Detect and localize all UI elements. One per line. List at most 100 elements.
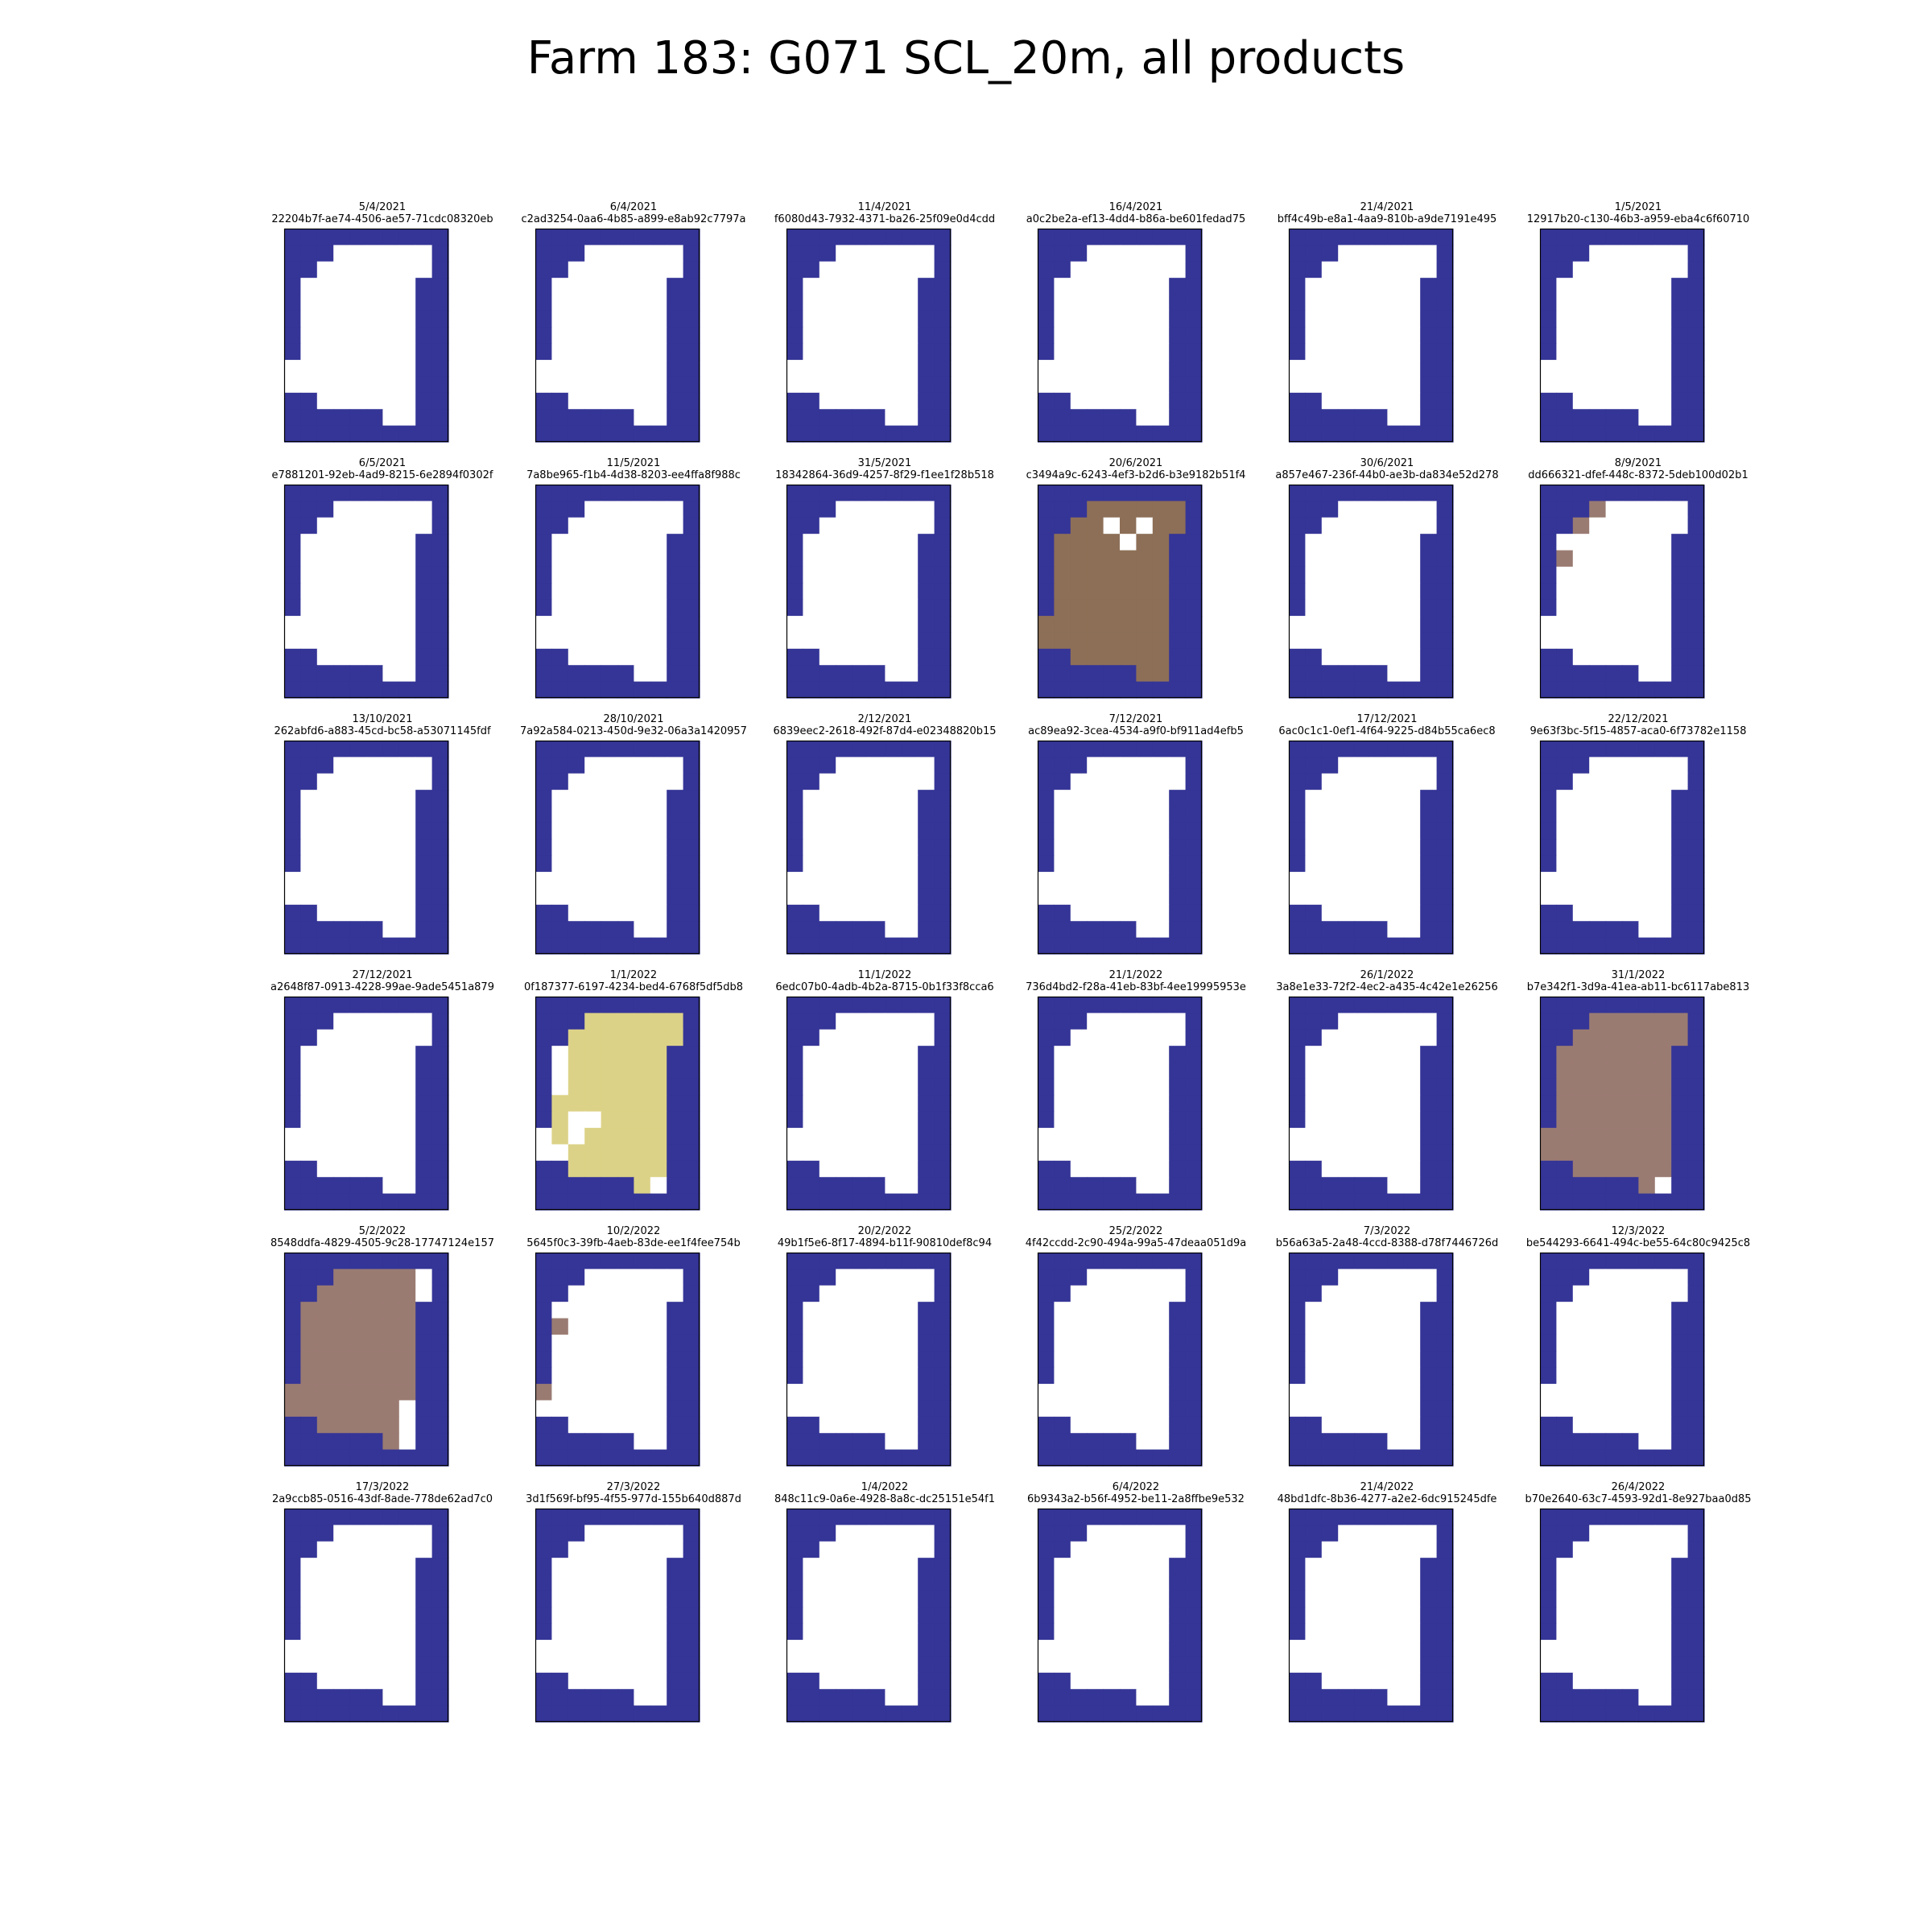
- raster-cell: [398, 1111, 416, 1129]
- raster-cell: [551, 1318, 569, 1335]
- raster-cell: [803, 1607, 820, 1624]
- raster-cell: [1169, 1177, 1187, 1195]
- raster-cell: [683, 1574, 700, 1591]
- raster-cell: [683, 997, 700, 1013]
- raster-cell: [1420, 1302, 1438, 1319]
- raster-cell: [786, 501, 803, 518]
- raster-cell: [1289, 360, 1306, 378]
- raster-cell: [683, 1078, 700, 1096]
- raster-cell: [885, 681, 902, 699]
- raster-cell: [601, 1029, 618, 1046]
- raster-cell: [316, 757, 334, 774]
- raster-cell: [316, 997, 334, 1013]
- raster-cell: [1185, 278, 1203, 295]
- raster-cell: [1605, 1144, 1623, 1162]
- raster-cell: [1556, 1351, 1574, 1368]
- raster-cell: [1436, 501, 1454, 518]
- raster-cell: [1321, 1062, 1339, 1080]
- raster-cell: [398, 1046, 416, 1063]
- raster-cell: [1152, 1351, 1170, 1368]
- raster-cell: [1403, 1334, 1421, 1352]
- raster-cell: [617, 1144, 634, 1162]
- raster-cell: [535, 1449, 552, 1467]
- raster-cell: [1387, 822, 1405, 840]
- raster-cell: [1169, 343, 1187, 361]
- raster-cell: [634, 855, 651, 873]
- raster-cell: [1305, 1367, 1323, 1385]
- raster-cell: [1387, 392, 1405, 410]
- raster-cell: [1152, 648, 1170, 666]
- raster-cell: [1169, 485, 1187, 502]
- raster-cell: [852, 261, 869, 279]
- raster-cell: [786, 1144, 803, 1162]
- raster-cell: [349, 888, 367, 906]
- raster-cell: [584, 839, 602, 857]
- raster-cell: [284, 1672, 301, 1690]
- raster-cell: [1654, 294, 1672, 312]
- raster-cell: [786, 855, 803, 873]
- raster-cell: [683, 1269, 700, 1286]
- raster-cell: [1169, 1558, 1187, 1575]
- raster-cell: [1654, 327, 1672, 345]
- raster-cell: [1420, 1509, 1438, 1525]
- raster-cell: [284, 1193, 301, 1211]
- raster-cell: [1556, 409, 1574, 427]
- raster-cell: [1038, 921, 1055, 939]
- raster-cell: [601, 1689, 618, 1707]
- raster-cell: [333, 665, 351, 683]
- raster-cell: [786, 757, 803, 774]
- raster-cell: [918, 1046, 935, 1063]
- raster-cell: [1120, 757, 1137, 774]
- raster-cell: [1556, 937, 1574, 955]
- raster-cell: [1070, 1351, 1088, 1368]
- raster-cell: [803, 229, 820, 246]
- raster-cell: [1338, 1144, 1356, 1162]
- raster-cell: [535, 261, 552, 279]
- raster-cell: [1387, 534, 1405, 551]
- raster-cell: [1169, 872, 1187, 890]
- raster-cell: [901, 1302, 919, 1319]
- raster-cell: [284, 1623, 301, 1641]
- raster-cell: [1169, 310, 1187, 328]
- raster-cell: [366, 1302, 383, 1319]
- raster-cell: [934, 1253, 952, 1269]
- raster-cell: [1054, 1193, 1071, 1211]
- raster-cell: [1169, 1525, 1187, 1542]
- raster-cell: [786, 1334, 803, 1352]
- raster-cell: [1671, 1672, 1689, 1690]
- raster-cell: [1622, 1144, 1639, 1162]
- raster-cell: [398, 1029, 416, 1046]
- raster-cell: [934, 741, 952, 758]
- raster-cell: [1622, 1253, 1639, 1269]
- raster-cell: [786, 485, 803, 502]
- raster-cell: [1354, 806, 1372, 824]
- raster-cell: [1136, 310, 1154, 328]
- raster-cell: [1638, 1590, 1656, 1608]
- raster-cell: [803, 1574, 820, 1591]
- panel-product-id: b56a63a5-2a48-4ccd-8388-d78f7446726d: [1275, 1237, 1499, 1249]
- raster-cell: [1654, 534, 1672, 551]
- raster-cell: [1185, 648, 1203, 666]
- raster-cell: [366, 583, 383, 601]
- raster-cell: [1289, 566, 1306, 584]
- raster-cell: [918, 550, 935, 568]
- raster-cell: [1120, 888, 1137, 906]
- scl-panel: 21/1/2022 736d4bd2-f28a-41eb-83bf-4ee1999…: [1003, 969, 1269, 1211]
- raster-cell: [683, 1046, 700, 1063]
- raster-cell: [1436, 1160, 1454, 1178]
- raster-cell: [584, 1078, 602, 1096]
- raster-cell: [934, 392, 952, 410]
- raster-cell: [1387, 566, 1405, 584]
- raster-cell: [431, 648, 449, 666]
- raster-cell: [617, 1558, 634, 1575]
- raster-cell: [601, 888, 618, 906]
- raster-cell: [617, 839, 634, 857]
- raster-cell: [333, 822, 351, 840]
- raster-cell: [650, 1318, 667, 1335]
- raster-cell: [617, 1302, 634, 1319]
- raster-cell: [852, 1400, 869, 1418]
- panel-product-id: 0f187377-6197-4234-bed4-6768f5df5db8: [524, 981, 743, 993]
- raster-cell: [382, 310, 400, 328]
- raster-cell: [1540, 904, 1557, 922]
- raster-cell: [1169, 1193, 1187, 1211]
